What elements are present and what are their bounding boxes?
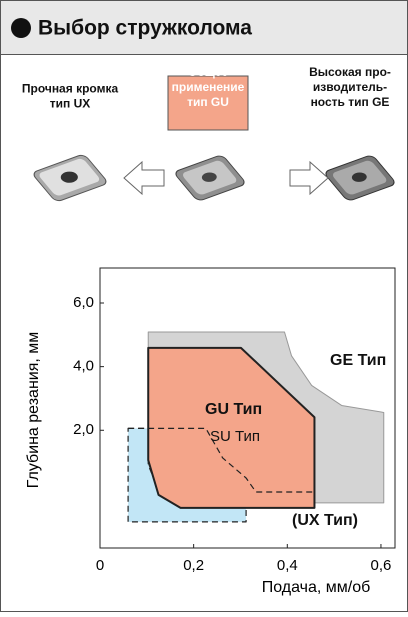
y-tick-label: 6,0 [73,294,94,311]
plot-frame [99,267,396,549]
insert-label: изводитель- [313,80,387,94]
insert-label: Прочная кромка [22,82,119,96]
bullet [11,18,31,38]
region-label: (UX Тип) [292,512,358,529]
insert-ge [325,155,395,201]
y-tick-label: 4,0 [73,358,94,375]
insert-label: тип GU [187,95,229,109]
x-tick-label: 0,6 [371,557,392,574]
arrow-right [289,160,329,196]
insert-label: применение [172,80,245,94]
arrow-left [123,160,165,196]
insert-label: ность тип GE [311,95,390,109]
insert-label: тип UX [50,97,91,111]
header-title: Выбор стружколома [38,17,252,40]
region-label: GE Тип [330,352,386,369]
region-label: GU Тип [205,401,262,418]
header-bar [0,0,408,55]
gu-box [167,75,249,131]
x-axis-label: Подача, мм/об [262,579,371,596]
x-tick-label: 0,2 [183,557,204,574]
region [147,346,316,509]
insert-label: Высокая про- [309,65,391,79]
x-tick-label: 0 [96,557,104,574]
region-label: SU Тип [210,428,260,445]
y-tick-label: 2,0 [73,421,94,438]
region [128,427,315,493]
insert-gu [175,155,245,201]
y-axis-label: Глубина резания, мм [25,332,42,489]
insert-ux [33,154,107,202]
insert-label: Общее [188,65,229,79]
x-tick-label: 0,4 [277,557,298,574]
